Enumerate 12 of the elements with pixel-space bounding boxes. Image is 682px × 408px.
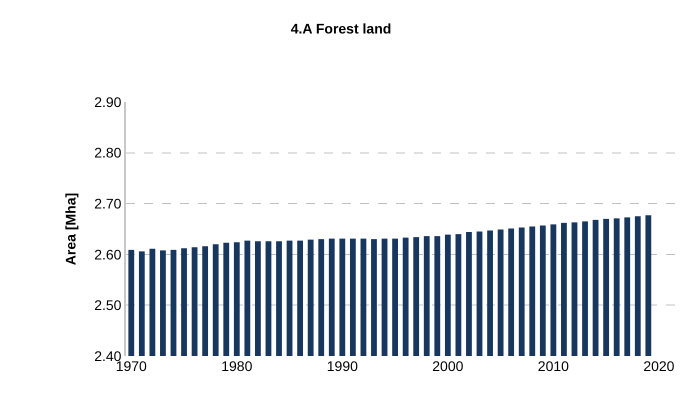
y-tick-label: 2.50 — [94, 297, 122, 314]
y-axis-title: Area [Mha] — [62, 192, 78, 266]
y-tick-label: 2.70 — [94, 196, 122, 212]
y-tick-label: 2.90 — [94, 94, 122, 110]
x-tick-label: 1990 — [326, 358, 358, 374]
chart-title: 4.A Forest land — [290, 20, 392, 36]
y-tick-label: 2.80 — [94, 144, 122, 161]
x-tick-label: 1980 — [221, 358, 253, 374]
y-tick-label: 2.60 — [94, 246, 122, 262]
x-tick-label: 2000 — [432, 358, 464, 374]
x-tick-label: 2010 — [538, 358, 570, 374]
x-tick-label: 2020 — [643, 358, 675, 374]
